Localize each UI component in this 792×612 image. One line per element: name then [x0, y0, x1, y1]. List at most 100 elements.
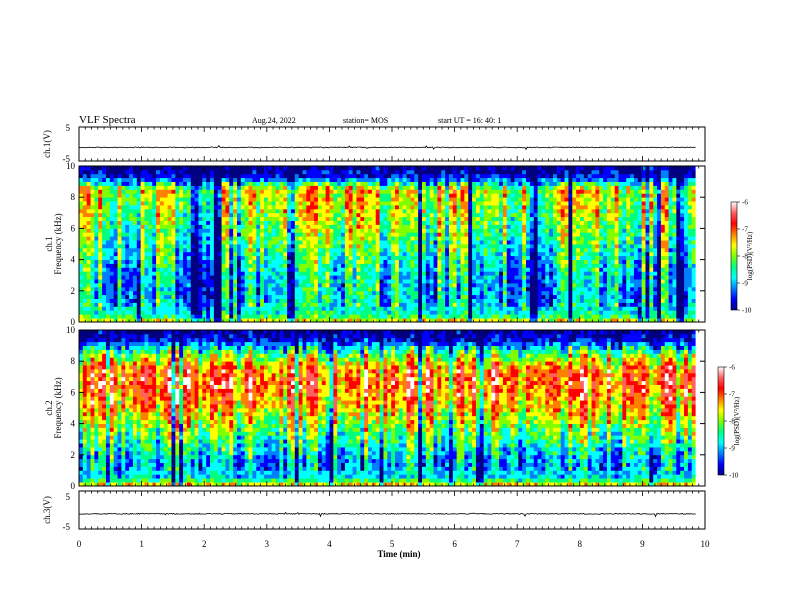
spectrogram-cell — [263, 302, 269, 307]
spectrogram-cell — [491, 294, 496, 299]
spectrogram-cell — [379, 212, 384, 218]
spectrogram-cell — [260, 240, 265, 245]
spectrogram-cell — [252, 259, 257, 264]
spectrogram-cell — [421, 208, 427, 214]
spectrogram-cell — [163, 181, 169, 186]
spectrogram-cell — [425, 205, 431, 210]
spectrogram-cell — [279, 298, 284, 303]
spectrogram-cell — [375, 306, 380, 311]
spectrogram-cell — [510, 193, 515, 198]
spectrogram-cell — [483, 263, 488, 268]
spectrogram-cell — [321, 181, 327, 186]
spectrogram-cell — [171, 255, 176, 260]
spectrogram-cell — [437, 318, 442, 323]
spectrogram-cell — [406, 283, 411, 288]
spectrogram-cell — [156, 259, 161, 264]
spectrogram-cell — [233, 177, 238, 182]
spectrogram-cell — [210, 166, 215, 171]
spectrogram-cell — [502, 283, 508, 288]
spectrogram-cell — [375, 201, 380, 206]
spectrogram-cell — [287, 181, 292, 186]
spectrogram-cell — [90, 306, 95, 311]
spectrogram-cell — [271, 185, 276, 190]
spectrogram-cell — [132, 197, 138, 202]
spectrogram-cell — [279, 279, 284, 284]
spectrogram-cell — [402, 193, 407, 198]
spectrogram-cell — [102, 302, 107, 307]
spectrogram-cell — [105, 283, 111, 288]
spectrogram-cell — [310, 189, 315, 194]
spectrogram-cell — [171, 216, 176, 221]
spectrogram-cell — [267, 290, 273, 296]
spectrogram-cell — [105, 197, 111, 202]
spectrogram-cell — [109, 259, 115, 264]
spectrogram-cell — [129, 232, 134, 237]
spectrogram-cell — [522, 228, 527, 233]
spectrogram-cell — [210, 314, 215, 319]
spectrogram-cell — [221, 193, 226, 198]
spectrogram-cell — [352, 247, 357, 253]
spectrogram-cell — [213, 208, 219, 214]
spectrogram-cell — [317, 255, 323, 260]
spectrogram-cell — [333, 197, 338, 202]
spectrogram-cell — [387, 306, 392, 311]
spectrogram-cell — [109, 255, 115, 260]
spectrogram-cell — [244, 177, 249, 182]
spectrogram-cell — [433, 244, 438, 249]
spectrogram-cell — [468, 271, 473, 276]
spectrogram-cell — [86, 267, 91, 272]
spectrogram-cell — [260, 216, 265, 221]
spectrogram-cell — [240, 212, 246, 218]
spectrogram-cell — [279, 294, 284, 299]
spectrogram-cell — [198, 283, 203, 288]
spectrogram-cell — [237, 189, 242, 194]
spectrogram-cell — [179, 318, 184, 323]
spectrogram-cell — [356, 247, 361, 253]
spectrogram-cell — [240, 224, 246, 229]
spectrogram-cell — [163, 228, 169, 233]
spectrogram-cell — [117, 224, 122, 229]
spectrogram-cell — [387, 318, 392, 323]
spectrogram-cell — [433, 201, 438, 206]
spectrogram-cell — [129, 314, 134, 319]
spectrogram-cell — [90, 208, 95, 214]
spectrogram-cell — [456, 232, 461, 237]
spectrogram-cell — [364, 189, 369, 194]
spectrogram-cell — [421, 240, 427, 245]
spectrogram-cell — [344, 290, 350, 296]
spectrogram-cell — [317, 220, 323, 225]
spectrogram-cell — [213, 255, 219, 260]
spectrogram-cell — [506, 201, 512, 206]
spectrogram-cell — [479, 294, 485, 299]
spectrogram-cell — [317, 290, 323, 296]
spectrogram-cell — [352, 267, 357, 272]
spectrogram-cell — [248, 169, 253, 175]
spectrogram-cell — [360, 318, 365, 323]
spectrogram-cell — [148, 255, 153, 260]
spectrogram-cell — [79, 220, 84, 225]
spectrogram-cell — [294, 173, 300, 179]
spectrogram-cell — [514, 318, 519, 323]
spectrogram-cell — [229, 173, 234, 179]
spectrogram-cell — [240, 298, 246, 303]
spectrogram-cell — [379, 290, 384, 296]
spectrogram-cell — [379, 185, 384, 190]
spectrogram-cell — [283, 197, 288, 202]
spectrogram-cell — [225, 259, 230, 264]
spectrogram-cell — [437, 271, 442, 276]
spectrogram-cell — [341, 286, 346, 292]
spectrogram-cell — [391, 318, 396, 323]
spectrogram-cell — [98, 267, 103, 272]
spectrogram-cell — [344, 224, 350, 229]
spectrogram-cell — [391, 259, 396, 264]
spectrogram-cell — [148, 306, 153, 311]
spectrogram-cell — [483, 212, 488, 218]
spectrogram-cell — [395, 298, 400, 303]
spectrogram-cell — [506, 286, 512, 292]
spectrogram-cell — [406, 197, 411, 202]
spectrogram-cell — [418, 197, 423, 202]
spectrogram-cell — [217, 212, 222, 218]
spectrogram-cell — [244, 283, 249, 288]
spectrogram-cell — [483, 294, 488, 299]
spectrogram-cell — [533, 267, 538, 272]
